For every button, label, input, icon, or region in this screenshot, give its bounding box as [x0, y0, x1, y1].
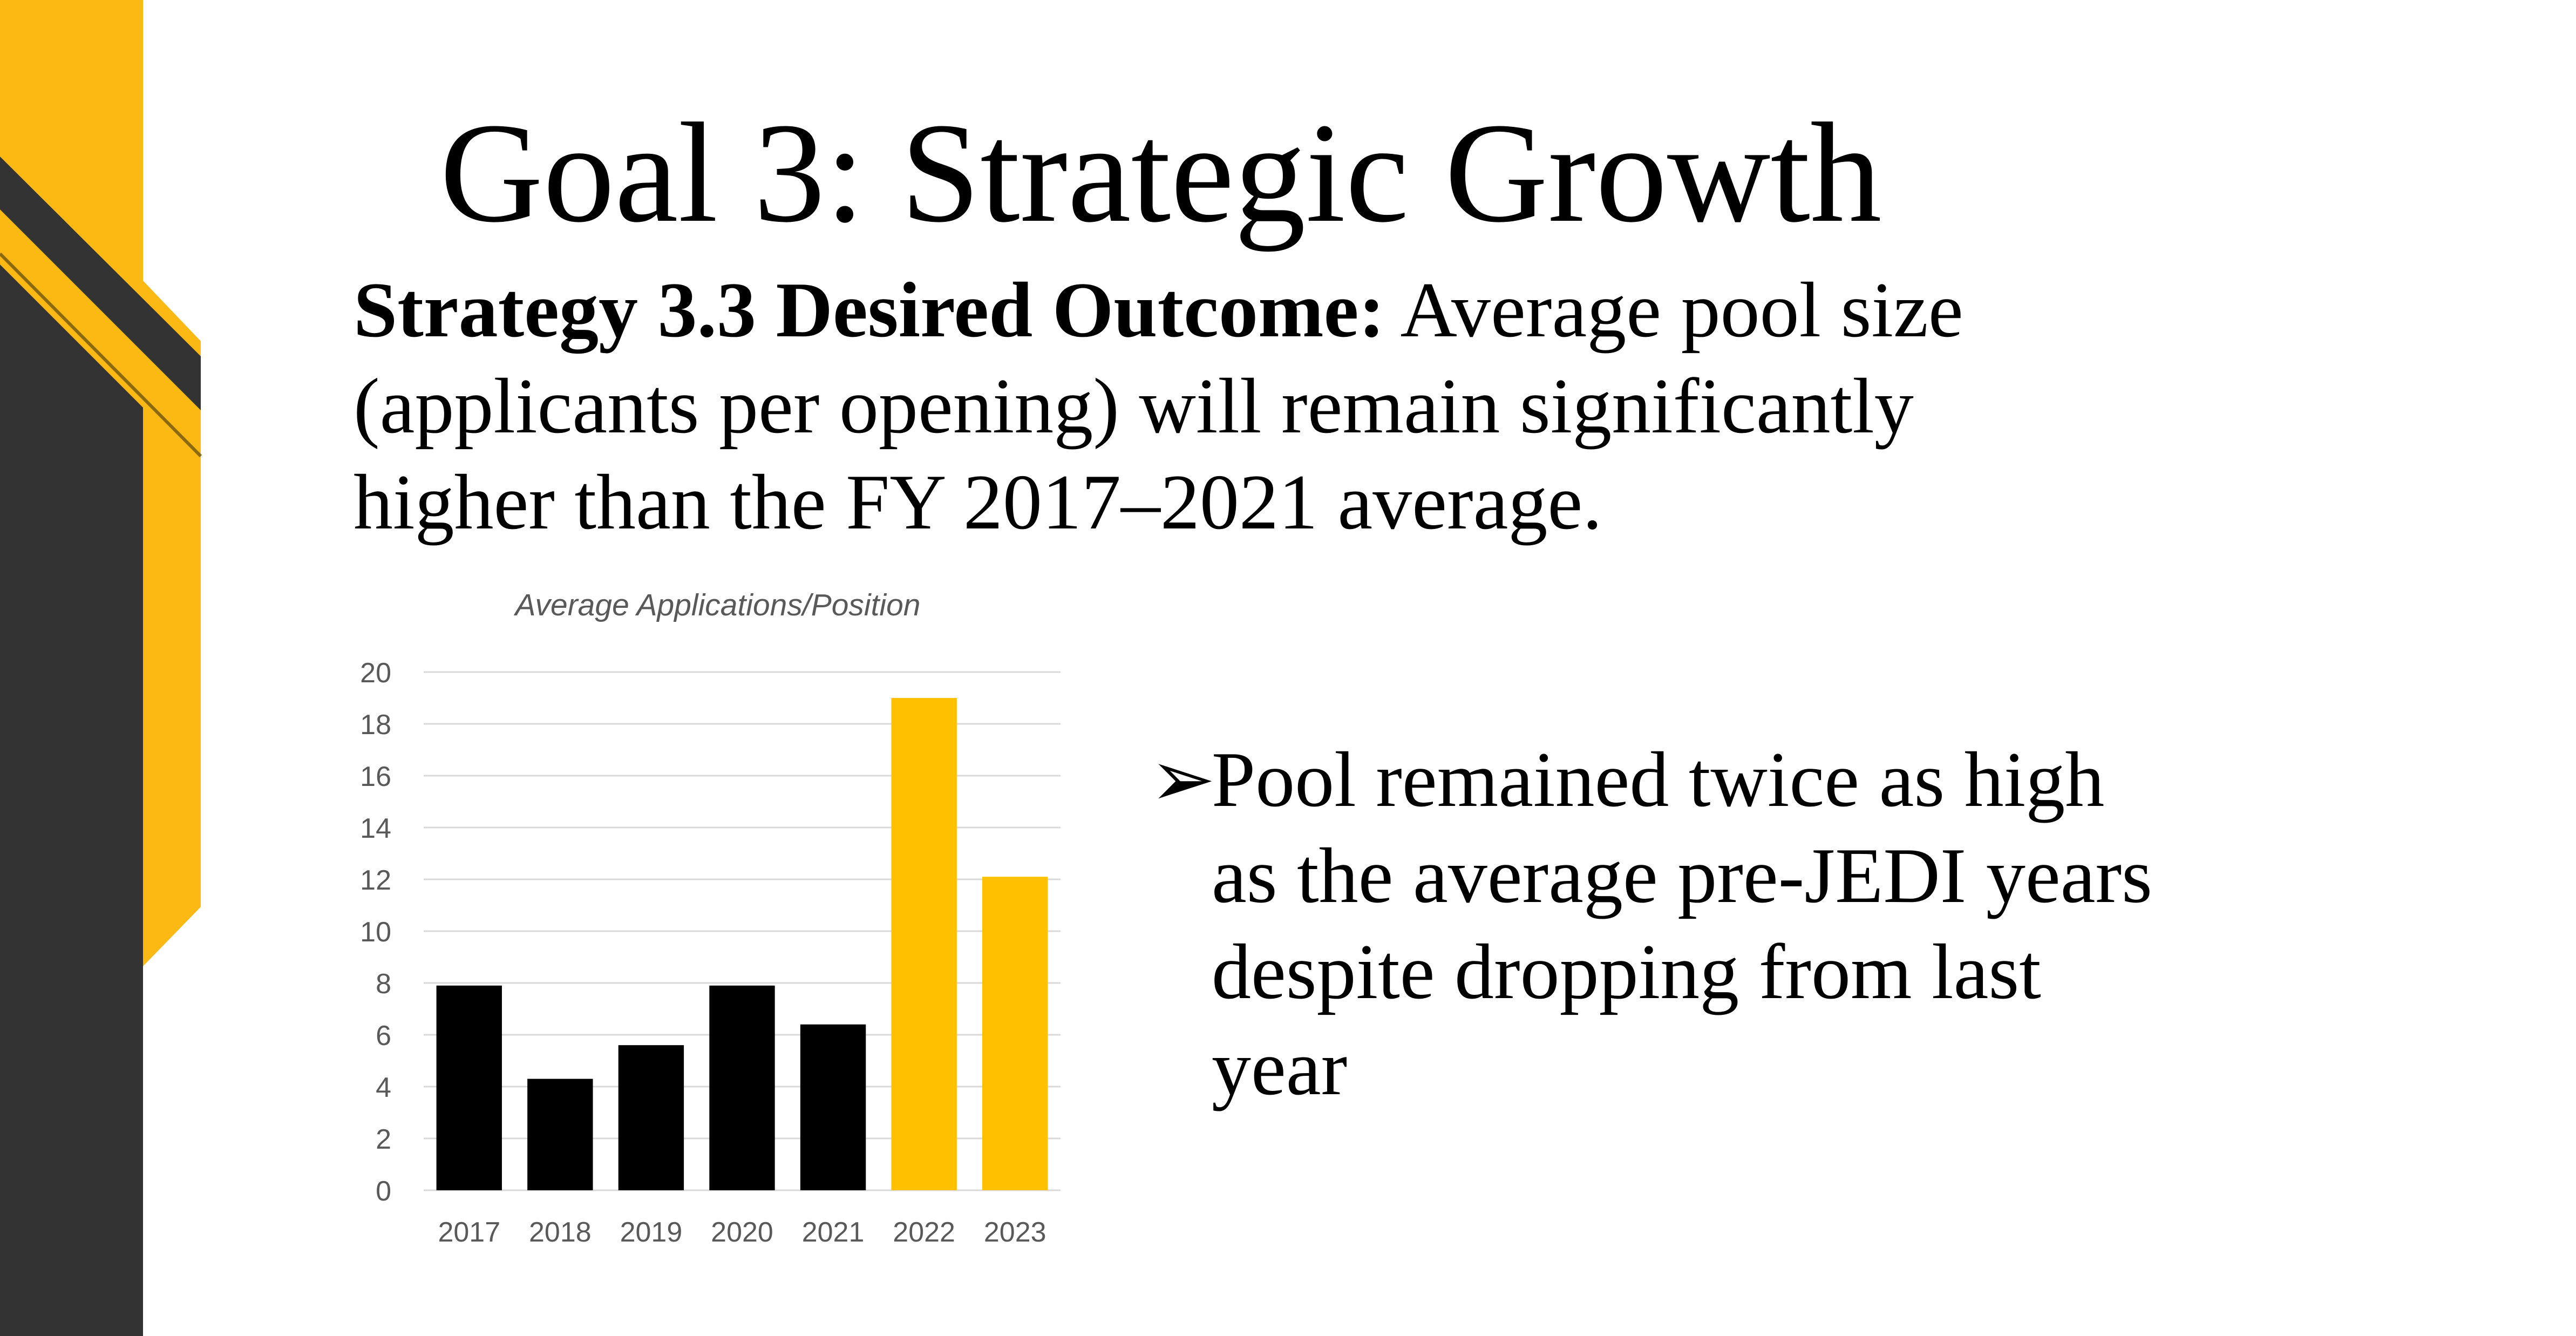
strategy-line-1-text: Average pool size — [1385, 266, 1963, 354]
y-tick-label-6: 6 — [376, 1020, 391, 1052]
y-tick-label-2: 2 — [376, 1124, 391, 1155]
y-tick-label-20: 20 — [360, 657, 391, 689]
bullet-line-1: Pool remained twice as high — [1212, 736, 2105, 823]
bullet-text: Pool remained twice as high as the avera… — [1212, 731, 2399, 1116]
strategy-line-3: higher than the FY 2017–2021 average. — [354, 458, 1602, 546]
y-tick-label-16: 16 — [360, 761, 391, 792]
bar-chart: Average Applications/Position 0 2 4 6 8 10 12 1… — [360, 588, 1061, 1248]
strategy-line-1: Strategy 3.3 Desired Outcome: Average po… — [354, 262, 2242, 358]
y-tick-label-14: 14 — [360, 813, 391, 844]
strategy-line-2: (applicants per opening) will remain sig… — [354, 362, 1914, 450]
y-tick-label-10: 10 — [360, 917, 391, 948]
bar-2022 — [891, 698, 957, 1190]
y-tick-label-18: 18 — [360, 709, 391, 741]
x-tick-label-2022: 2022 — [893, 1217, 955, 1248]
arrow-bullet-icon: ➢ — [1150, 736, 1216, 823]
y-tick-label-4: 4 — [376, 1072, 391, 1103]
x-axis-ticks: 2017 2018 2019 2020 2021 2022 2023 — [438, 1217, 1046, 1248]
x-tick-label-2020: 2020 — [711, 1217, 773, 1248]
bar-2020 — [709, 985, 775, 1190]
chevron-divider — [0, 252, 202, 458]
bars — [436, 698, 1048, 1190]
bullet-line-3: despite dropping from last — [1212, 928, 2041, 1015]
slide-title: Goal 3: Strategic Growth — [440, 94, 1882, 252]
bar-2023 — [982, 877, 1048, 1190]
bar-2017 — [436, 985, 502, 1190]
y-tick-label-0: 0 — [376, 1176, 391, 1207]
x-tick-label-2021: 2021 — [802, 1217, 865, 1248]
bullet-line-2: as the average pre-JEDI years — [1212, 832, 2152, 919]
bar-2019 — [618, 1045, 684, 1190]
y-tick-label-8: 8 — [376, 968, 391, 1000]
bar-2018 — [527, 1079, 593, 1190]
strategy-label: Strategy 3.3 Desired Outcome: — [354, 266, 1385, 354]
dark-chevron — [0, 157, 201, 410]
dark-band — [0, 265, 143, 1336]
y-tick-label-12: 12 — [360, 865, 391, 896]
x-tick-label-2018: 2018 — [529, 1217, 592, 1248]
gold-chevron — [143, 281, 201, 966]
x-tick-label-2017: 2017 — [438, 1217, 500, 1248]
bullet-line-4: year — [1212, 1024, 1348, 1111]
x-tick-label-2023: 2023 — [984, 1217, 1046, 1248]
side-decoration — [0, 0, 202, 1336]
bar-2021 — [800, 1024, 866, 1190]
y-axis-ticks: 0 2 4 6 8 10 12 14 16 18 20 — [360, 657, 391, 1207]
strategy-text: Strategy 3.3 Desired Outcome: Average po… — [354, 262, 2242, 550]
x-tick-label-2019: 2019 — [620, 1217, 683, 1248]
chart-title: Average Applications/Position — [514, 588, 921, 622]
